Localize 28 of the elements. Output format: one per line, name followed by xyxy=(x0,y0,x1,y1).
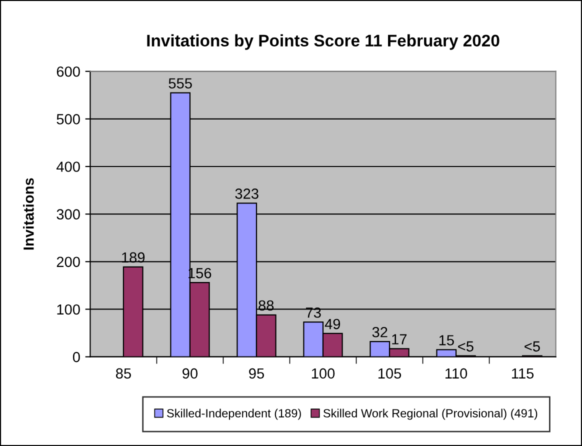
data-label: <5 xyxy=(458,341,474,352)
legend-label: Skilled-Independent (189) xyxy=(167,408,301,420)
y-tick-label: 200 xyxy=(56,256,80,268)
data-label: 15 xyxy=(439,335,454,346)
data-label: 32 xyxy=(372,326,388,338)
x-tick-label: 85 xyxy=(116,368,131,379)
data-label: 17 xyxy=(392,334,407,344)
data-label: <5 xyxy=(524,341,540,352)
chart-title: Invitations by Points Score 11 February 2020 xyxy=(147,34,500,50)
x-tick-label: 115 xyxy=(512,368,534,379)
data-label: 73 xyxy=(306,307,321,318)
y-axis-title: Invitations xyxy=(23,178,34,250)
x-tick-label: 90 xyxy=(182,368,198,379)
y-tick-label: 500 xyxy=(56,114,80,124)
x-tick-label: 100 xyxy=(312,368,335,379)
data-label: 555 xyxy=(168,78,192,88)
data-label: 323 xyxy=(235,188,258,199)
y-tick-label: 300 xyxy=(56,209,80,220)
y-tick-label: 600 xyxy=(56,66,80,77)
data-label: 88 xyxy=(258,300,274,311)
y-tick-label: 100 xyxy=(57,304,80,315)
y-tick-label: 400 xyxy=(56,162,80,172)
x-tick-label: 105 xyxy=(378,368,402,379)
data-label: 49 xyxy=(324,318,340,330)
y-tick-label: 0 xyxy=(72,352,80,362)
x-tick-label: 110 xyxy=(446,368,468,379)
x-tick-label: 95 xyxy=(249,368,264,379)
legend-label: Skilled Work Regional (Provisional) (491) xyxy=(323,408,538,420)
